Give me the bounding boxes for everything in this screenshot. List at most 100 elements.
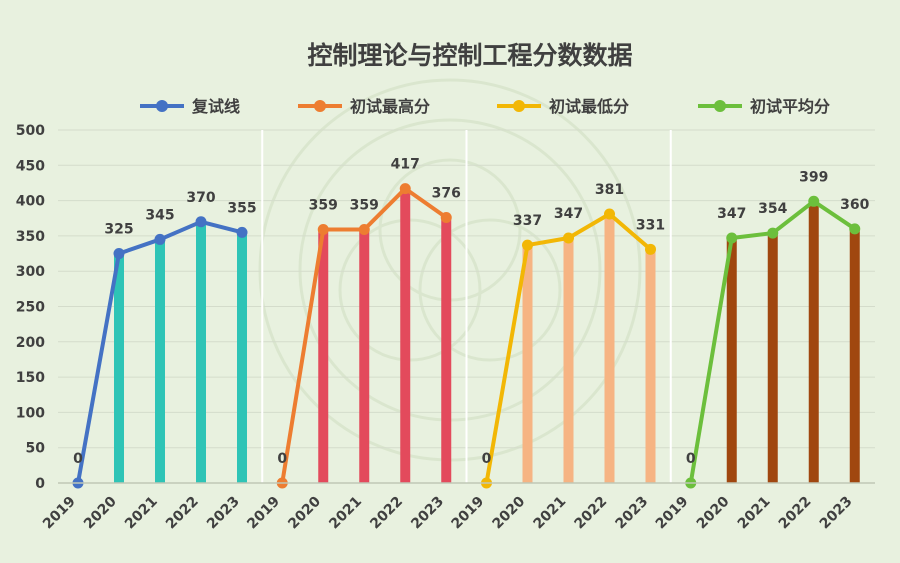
- x-tick-label: 2022: [571, 494, 610, 533]
- y-tick-label: 350: [16, 229, 45, 245]
- x-tick-label: 2023: [204, 494, 243, 533]
- data-label: 417: [391, 157, 420, 173]
- data-point: [236, 226, 248, 238]
- data-label: 331: [636, 217, 665, 233]
- data-point: [563, 232, 574, 244]
- x-tick-label: 2021: [122, 494, 161, 533]
- legend-label: 初试平均分: [750, 97, 830, 116]
- x-tick-label: 2021: [735, 494, 774, 533]
- data-point: [317, 224, 329, 236]
- legend: 复试线 初试最高分 初试最低分 初试平均分: [140, 97, 830, 116]
- data-label: 345: [145, 207, 174, 223]
- legend-label: 复试线: [191, 97, 240, 116]
- data-label: 325: [104, 222, 133, 238]
- chart-title: 控制理论与控制工程分数数据: [307, 41, 632, 70]
- y-tick-label: 100: [16, 405, 45, 421]
- data-point: [767, 227, 779, 239]
- data-point: [113, 248, 125, 260]
- bar: [196, 221, 206, 483]
- data-point: [440, 212, 452, 224]
- legend-item: 初试平均分: [698, 97, 830, 116]
- x-tick-label: 2020: [285, 493, 324, 532]
- x-tick-label: 2020: [489, 493, 528, 532]
- y-tick-label: 500: [16, 123, 45, 139]
- y-tick-label: 400: [16, 194, 45, 210]
- data-label: 337: [513, 213, 542, 229]
- x-tick-label: 2022: [776, 494, 815, 533]
- bar: [318, 229, 329, 483]
- data-label: 0: [686, 451, 696, 467]
- bar: [645, 249, 656, 483]
- bar: [767, 233, 778, 483]
- legend-item: 初试最低分: [497, 97, 629, 116]
- bar: [808, 201, 819, 483]
- y-tick-label: 300: [16, 264, 45, 280]
- bar: [114, 253, 124, 483]
- data-label: 360: [840, 197, 869, 213]
- data-point: [154, 233, 166, 245]
- data-label: 359: [309, 198, 338, 214]
- x-tick-label: 2019: [653, 494, 692, 533]
- data-point: [849, 223, 861, 235]
- legend-item: 初试最高分: [298, 97, 430, 116]
- data-label: 359: [350, 198, 379, 214]
- bar: [359, 229, 370, 483]
- data-label: 347: [717, 206, 746, 222]
- legend-swatch-marker: [314, 100, 326, 112]
- data-label: 347: [554, 206, 583, 222]
- y-tick-label: 50: [26, 441, 46, 457]
- legend-swatch-marker: [714, 100, 726, 112]
- data-point: [645, 243, 656, 255]
- data-point: [726, 232, 738, 244]
- y-tick-label: 250: [16, 300, 45, 316]
- x-tick-label: 2021: [326, 494, 365, 533]
- bar: [726, 238, 737, 483]
- data-label: 370: [186, 190, 215, 206]
- data-label: 355: [227, 200, 256, 216]
- x-tick-label: 2022: [163, 494, 202, 533]
- x-tick-label: 2019: [244, 494, 283, 533]
- data-point: [399, 183, 411, 195]
- x-tick-label: 2023: [817, 494, 856, 533]
- panel-3: 0 337 347 381 331 2019 2020 2021 2022 2023: [448, 182, 665, 532]
- x-tick-label: 2019: [448, 494, 487, 533]
- data-point: [358, 224, 370, 236]
- y-tick-label: 200: [16, 335, 45, 351]
- data-label: 0: [277, 451, 287, 467]
- data-point: [195, 216, 207, 228]
- y-axis: 0 50 100 150 200 250 300 350 400 450 500: [16, 123, 45, 492]
- y-tick-label: 150: [16, 370, 45, 386]
- legend-swatch-marker: [513, 100, 525, 112]
- data-label: 0: [482, 451, 492, 467]
- data-label: 354: [758, 201, 787, 217]
- data-label: 381: [595, 182, 624, 198]
- panel-1: 0 325 345 370 355 2019 2020 2021 2022 2023: [40, 190, 257, 533]
- bar: [522, 245, 533, 483]
- y-tick-label: 0: [35, 476, 45, 492]
- x-tick-label: 2019: [40, 494, 79, 533]
- bar: [155, 239, 165, 483]
- x-tick-label: 2021: [530, 494, 569, 533]
- x-tick-label: 2023: [612, 494, 651, 533]
- bar: [563, 238, 574, 483]
- bar: [849, 228, 860, 483]
- bar: [400, 188, 411, 483]
- x-tick-label: 2022: [367, 494, 406, 533]
- data-point: [604, 208, 615, 220]
- data-label: 399: [799, 169, 828, 185]
- bar: [441, 217, 452, 483]
- data-point: [808, 195, 820, 207]
- legend-swatch-marker: [156, 100, 168, 112]
- bar: [604, 214, 615, 483]
- x-tick-label: 2020: [694, 493, 733, 532]
- data-label: 376: [432, 186, 461, 202]
- x-tick-label: 2023: [408, 494, 447, 533]
- legend-label: 初试最低分: [549, 97, 629, 116]
- legend-label: 初试最高分: [350, 97, 430, 116]
- data-point: [522, 239, 533, 251]
- y-tick-label: 450: [16, 158, 45, 174]
- legend-item: 复试线: [140, 97, 240, 116]
